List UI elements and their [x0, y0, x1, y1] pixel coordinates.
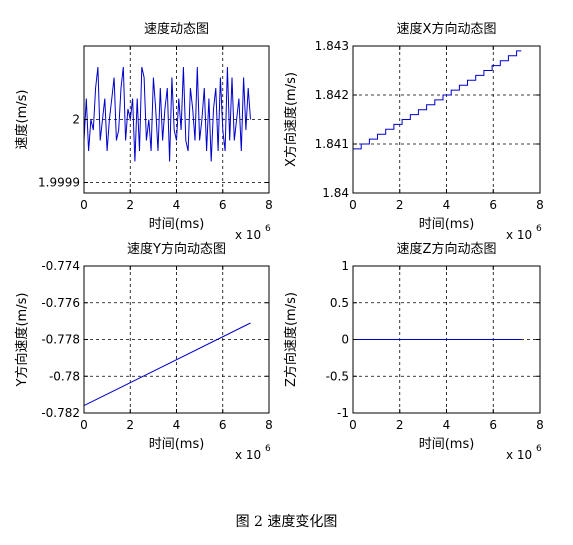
x-tick-label: 2 — [126, 198, 134, 212]
y-tick-label: 1.843 — [315, 39, 349, 53]
y-tick-label: -1 — [337, 406, 349, 420]
x-tick-label: 2 — [396, 198, 404, 212]
x-axis-exponent: 6 — [536, 444, 542, 454]
y-tick-label: -0.78 — [49, 369, 80, 383]
x-tick-label: 4 — [443, 198, 451, 212]
chart-title: 速度动态图 — [144, 21, 209, 37]
y-axis-label: Z方向速度(m/s) — [283, 292, 299, 387]
x-axis-label: 时间(ms) — [419, 217, 475, 232]
y-tick-label: -0.778 — [41, 333, 80, 347]
y-tick-label: 1.842 — [315, 88, 349, 102]
x-tick-label: 0 — [80, 418, 88, 432]
x-tick-label: 6 — [489, 418, 497, 432]
chart-title: 速度Z方向动态图 — [397, 241, 497, 257]
x-axis-multiplier: x 10 — [235, 228, 261, 242]
y-tick-label: 1 — [341, 259, 349, 273]
y-tick-label: 2 — [72, 113, 80, 127]
y-tick-label: -0.774 — [41, 259, 80, 273]
x-tick-label: 8 — [265, 198, 273, 212]
chart-3: 0 2 4 6 8 -0.782 -0.78 -0.778 -0.776 -0.774 速度Y方向动… — [14, 241, 273, 462]
x-tick-label: 8 — [536, 198, 544, 212]
x-tick-label: 4 — [443, 418, 451, 432]
y-tick-label: 0.5 — [330, 296, 349, 310]
series-line-1 — [83, 66, 251, 162]
x-tick-label: 6 — [219, 198, 227, 212]
y-tick-label: 1.841 — [315, 137, 349, 151]
x-tick-label: 8 — [536, 418, 544, 432]
x-axis-multiplier: x 10 — [506, 228, 532, 242]
y-tick-label: -0.782 — [41, 406, 80, 420]
series-line-1 — [83, 322, 251, 407]
y-tick-label: 1.9999 — [38, 176, 80, 190]
y-axis-label: 速度(m/s) — [14, 90, 30, 150]
x-tick-label: 0 — [349, 198, 357, 212]
x-axis-multiplier: x 10 — [235, 448, 261, 462]
chart-title: 速度X方向动态图 — [397, 21, 497, 37]
series-line-1 — [353, 50, 522, 150]
x-tick-label: 6 — [219, 418, 227, 432]
figure-caption: 图 2 速度变化图 — [235, 514, 338, 530]
x-axis-exponent: 6 — [265, 224, 271, 234]
y-tick-label: 0 — [341, 333, 349, 347]
y-axis-label: X方向速度(m/s) — [283, 72, 299, 167]
x-axis-multiplier: x 10 — [506, 448, 532, 462]
x-axis-label: 时间(ms) — [149, 217, 205, 232]
x-tick-label: 2 — [396, 418, 404, 432]
x-tick-label: 6 — [489, 198, 497, 212]
x-tick-label: 0 — [349, 418, 357, 432]
x-tick-label: 4 — [173, 198, 181, 212]
x-axis-exponent: 6 — [265, 444, 271, 454]
y-tick-label: -0.5 — [326, 369, 349, 383]
x-tick-label: 2 — [126, 418, 134, 432]
x-axis-label: 时间(ms) — [149, 437, 205, 452]
y-axis-label: Y方向速度(m/s) — [14, 293, 30, 388]
x-tick-label: 0 — [80, 198, 88, 212]
y-tick-label: 1.84 — [322, 186, 349, 200]
x-tick-label: 8 — [265, 418, 273, 432]
x-tick-label: 4 — [173, 418, 181, 432]
chart-title: 速度Y方向动态图 — [127, 241, 226, 257]
x-axis-label: 时间(ms) — [419, 437, 475, 452]
x-axis-exponent: 6 — [536, 224, 542, 234]
y-tick-label: -0.776 — [41, 296, 80, 310]
